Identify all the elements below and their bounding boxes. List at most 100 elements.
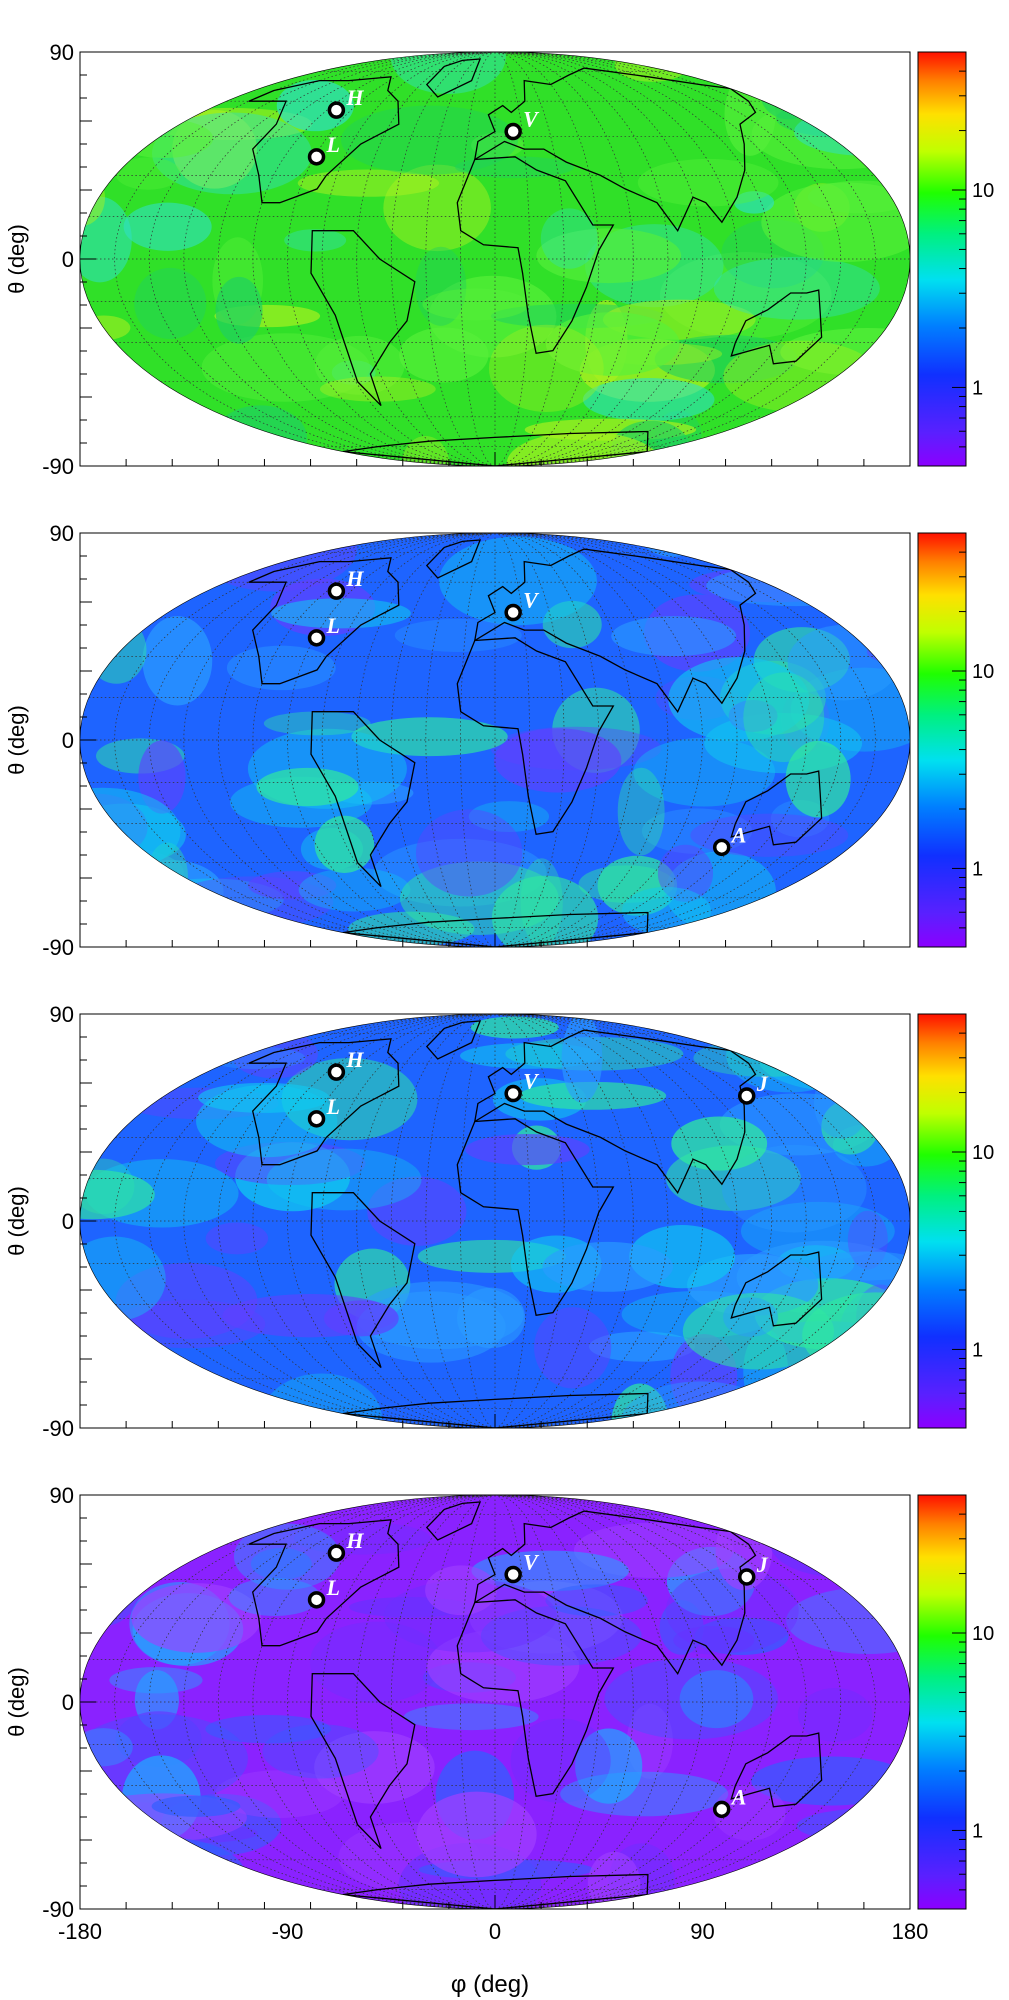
y-axis: 90 0 -90 θ (deg) [4, 40, 96, 479]
meridian-line [494, 533, 876, 947]
meridian-line [494, 52, 876, 466]
graticule [80, 533, 910, 947]
continent-outline [310, 711, 416, 888]
colorbar-tick-label: 1 [972, 858, 983, 880]
y-axis: 90 0 -90 θ (deg) [4, 1002, 96, 1441]
heatmap-blob [157, 1406, 260, 1428]
meridian-line [114, 533, 496, 947]
colorbar-tick-label: 10 [972, 661, 994, 683]
continent-outline [248, 557, 400, 685]
y-tick-label: 90 [50, 40, 74, 65]
heatmap-blob [734, 191, 775, 214]
x-tick-label: 0 [489, 1919, 501, 1944]
detector-marker-V [504, 603, 522, 622]
heatmap-blob [233, 1523, 341, 1590]
detector-label: L [326, 1094, 340, 1119]
continent-outline [310, 1192, 416, 1369]
heatmap-blob [813, 1067, 870, 1139]
y-tick-label: -90 [42, 454, 74, 479]
heatmap-blob [510, 1718, 611, 1803]
meridian-line [494, 1014, 876, 1428]
detector-label: J [756, 1552, 769, 1577]
meridian-line [183, 1014, 496, 1428]
panel-1: HL V 90 0 -90 θ (deg) 10 1 [4, 40, 994, 479]
y-tick-label: 90 [50, 521, 74, 546]
detector-marker-L [307, 1591, 326, 1609]
heatmap-blob [215, 276, 263, 344]
colorbar: 10 1 [917, 1494, 994, 1910]
meridian-line [287, 533, 496, 947]
meridian-line [494, 52, 773, 466]
meridian-line [494, 52, 530, 466]
heatmap-blob [284, 229, 347, 252]
heatmap-blob [724, 410, 872, 466]
heatmap-blob [151, 1795, 241, 1817]
heatmap-blob [266, 1148, 422, 1211]
meridian-line [494, 52, 807, 466]
heatmap-blob [560, 1771, 729, 1817]
continent-outline [248, 76, 400, 204]
detector-marker-A [712, 1800, 731, 1819]
continent-outline [342, 911, 649, 947]
y-axis-label: θ (deg) [4, 705, 29, 775]
heatmap-blob [542, 1241, 673, 1292]
heatmap-blob [115, 1262, 258, 1339]
meridian-line [460, 533, 496, 947]
y-tick-label: 0 [62, 247, 74, 272]
heatmap-blob [250, 1547, 312, 1580]
meridian-line [494, 1495, 876, 1909]
skymap-heatmap [80, 52, 910, 466]
heatmap-blob [263, 711, 371, 736]
detector-marker-H [327, 101, 346, 119]
heatmap-blob [536, 228, 682, 284]
colorbar-tick-label: 1 [972, 1820, 983, 1842]
heatmap-blob [807, 180, 910, 214]
continent-outline [730, 289, 823, 365]
heatmap-blob [617, 767, 665, 856]
heatmap-blob [588, 1331, 696, 1362]
heatmap-blob [323, 1300, 399, 1337]
meridian-line [460, 1014, 496, 1428]
skymap-heatmap [80, 1495, 910, 1909]
heatmap-blob [118, 1495, 264, 1541]
heatmap-blob [480, 1605, 642, 1666]
heatmap-blob [808, 1251, 910, 1281]
heatmap-blob [142, 616, 213, 706]
meridian-line [114, 52, 496, 466]
heatmap-blob [125, 533, 259, 576]
meridian-line [460, 1495, 496, 1909]
heatmap-blob [80, 1351, 189, 1404]
x-tick-label: -180 [58, 1919, 102, 1944]
colorbar-tick-label: 10 [972, 1142, 994, 1164]
heatmap-blob [248, 871, 337, 900]
heatmap-blob [494, 728, 622, 793]
heatmap-blob [80, 1539, 141, 1627]
heatmap-blob [679, 1670, 754, 1729]
skymap-heatmap [80, 1014, 910, 1428]
heatmap-blob [770, 1509, 910, 1578]
detector-marker-H [327, 582, 346, 600]
heatmap-blob [534, 1307, 612, 1389]
detector-label: V [523, 1550, 540, 1575]
heatmap-blob [427, 1629, 580, 1703]
meridian-line [183, 1495, 496, 1909]
continent-outline [473, 67, 757, 232]
meridian-line [494, 533, 703, 947]
heatmap-blob [488, 324, 604, 412]
heatmap-blob [80, 1169, 155, 1220]
heatmap-blob [668, 657, 810, 742]
detector-label: V [523, 588, 540, 613]
continent-outline [425, 58, 482, 98]
heatmap-blob [214, 1770, 344, 1818]
y-axis-label: θ (deg) [4, 1186, 29, 1256]
heatmap-blob [611, 616, 737, 657]
meridian-line [114, 1014, 496, 1428]
meridian-line [494, 1014, 530, 1428]
heatmap-blob [319, 376, 436, 402]
x-axis [79, 933, 911, 947]
heatmap-blob [294, 1522, 431, 1555]
heatmap-blob [226, 645, 336, 691]
colorbar-gradient [917, 51, 967, 467]
heatmap-blob [399, 327, 489, 383]
